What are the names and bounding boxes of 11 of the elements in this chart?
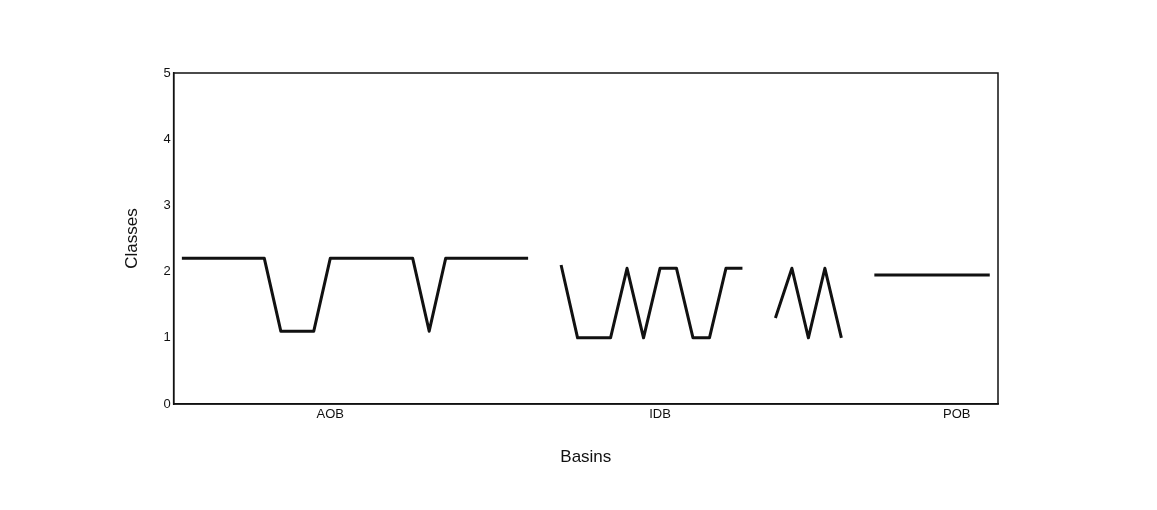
y-tick-label: 5 <box>163 64 171 80</box>
x-tick-label: IDB <box>649 406 671 422</box>
y-tick-label: 4 <box>163 130 171 146</box>
x-tick-label: AOB <box>316 406 344 422</box>
y-axis-title: Classes <box>121 208 141 269</box>
x-axis-title: Basins <box>560 447 612 467</box>
y-tick-label: 1 <box>163 329 171 345</box>
y-tick-label: 3 <box>163 196 171 212</box>
y-tick-label: 0 <box>163 395 171 411</box>
x-tick-label: POB <box>943 406 971 422</box>
y-tick-label: 2 <box>163 263 171 279</box>
